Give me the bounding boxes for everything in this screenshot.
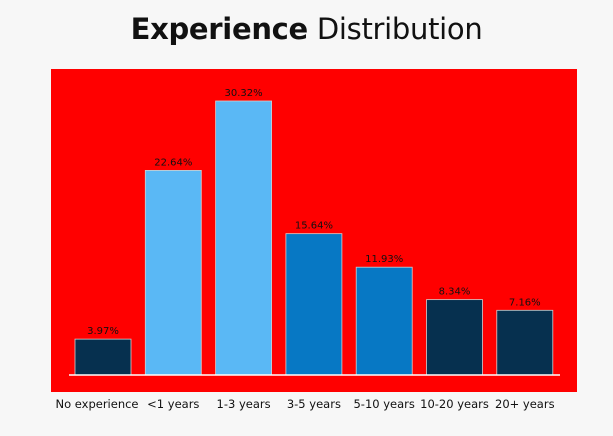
bar-value-label: 30.32% — [225, 88, 263, 99]
bar-value-label: 15.64% — [295, 221, 333, 232]
category-label: 3-5 years — [287, 397, 341, 411]
bar-value-label: 7.16% — [509, 297, 541, 308]
bar-value-label: 3.97% — [87, 326, 119, 337]
bar — [285, 233, 343, 376]
bar-value-label: 22.64% — [154, 157, 192, 168]
category-label: No experience — [55, 397, 138, 411]
category-label: <1 years — [147, 397, 199, 411]
category-label: 5-10 years — [353, 397, 414, 411]
bar — [144, 170, 202, 376]
bar-value-label: 11.93% — [365, 254, 403, 265]
category-label: 10-20 years — [420, 397, 489, 411]
category-label: 1-3 years — [217, 397, 271, 411]
chart-title: Experience Distribution — [0, 12, 613, 46]
bar — [496, 309, 554, 376]
chart-title-bold: Experience — [130, 12, 309, 46]
bar — [74, 338, 132, 376]
chart-title-normal: Distribution — [316, 12, 483, 46]
category-label: 20+ years — [495, 397, 555, 411]
bar — [355, 266, 413, 376]
bar — [215, 100, 273, 376]
bar — [426, 299, 483, 376]
bar-value-label: 8.34% — [439, 287, 471, 298]
